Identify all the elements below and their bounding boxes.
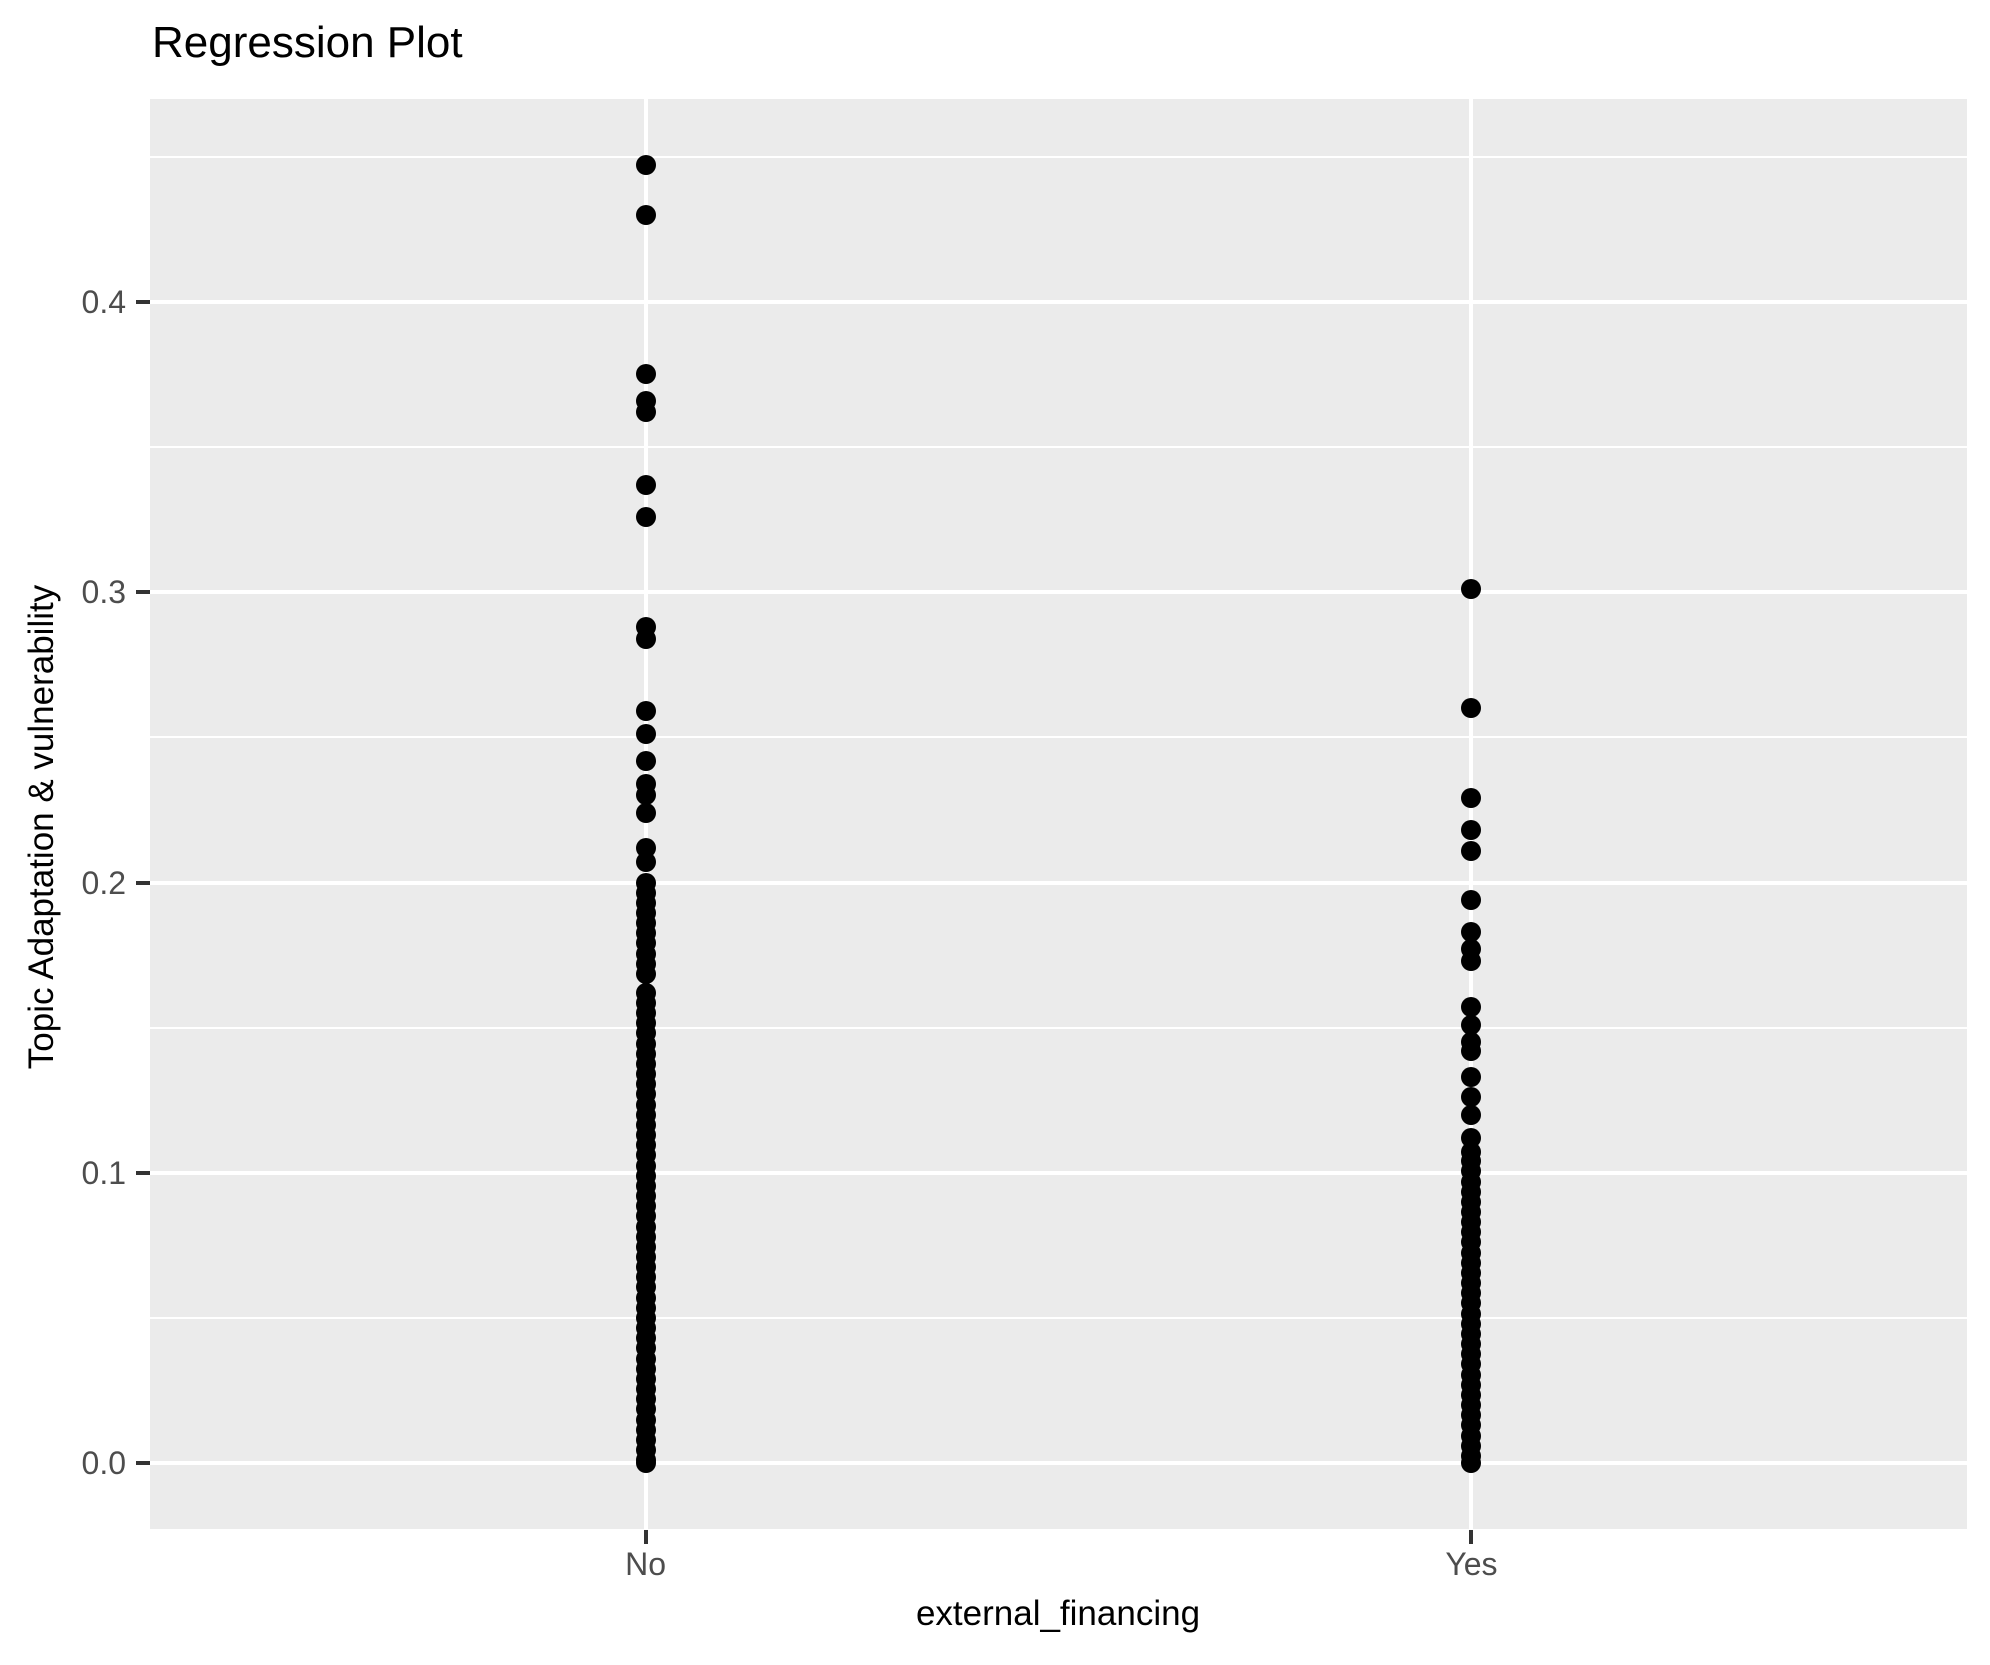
data-point (635, 750, 656, 771)
x-tick-mark (643, 1530, 648, 1544)
data-point (635, 204, 656, 225)
data-point (635, 364, 656, 385)
data-point (1461, 820, 1482, 841)
data-point (635, 785, 656, 806)
x-tick-label: No (625, 1546, 666, 1582)
data-point (1461, 1040, 1482, 1061)
gridline-minor (150, 736, 1967, 739)
data-point (635, 802, 656, 823)
y-tick-mark (136, 299, 150, 304)
gridline-major (150, 1461, 1967, 1466)
data-point (635, 402, 656, 423)
y-tick-label: 0.3 (81, 574, 126, 611)
y-tick-label: 0.0 (81, 1445, 126, 1482)
category-gridline (1469, 99, 1474, 1529)
chart-title: Regression Plot (152, 18, 463, 67)
data-point (1461, 889, 1482, 910)
plot-panel (150, 99, 1967, 1529)
data-point (635, 155, 656, 176)
data-point (1461, 698, 1482, 719)
data-point (1461, 788, 1482, 809)
x-axis-title: external_financing (915, 1594, 1201, 1633)
x-tick-label: Yes (1445, 1546, 1498, 1582)
y-tick-mark (136, 880, 150, 885)
gridline-minor (150, 1316, 1967, 1319)
data-point (1461, 1067, 1482, 1087)
gridline-major (150, 880, 1967, 885)
data-point (1461, 840, 1482, 861)
y-tick-label: 0.2 (81, 864, 126, 901)
data-point (635, 506, 656, 527)
y-tick-mark (136, 590, 150, 595)
data-point (635, 474, 656, 495)
data-point (1461, 1453, 1482, 1474)
gridline-minor (150, 155, 1967, 158)
gridline-major (150, 1170, 1967, 1175)
data-point (1461, 1014, 1482, 1035)
x-tick-mark (1469, 1530, 1474, 1544)
data-point (1461, 921, 1482, 942)
data-point (635, 963, 656, 984)
data-point (635, 852, 656, 873)
data-point (635, 628, 656, 649)
data-point (635, 724, 656, 745)
y-axis-title: Topic Adaptation & vulnerability (22, 584, 61, 1070)
data-point (1461, 1087, 1482, 1108)
gridline-major (150, 590, 1967, 595)
data-point (635, 701, 656, 722)
data-point (1461, 950, 1482, 971)
y-tick-mark (136, 1170, 150, 1175)
gridline-minor (150, 446, 1967, 449)
data-point (635, 1453, 656, 1474)
gridline-major (150, 299, 1967, 304)
gridline-minor (150, 1026, 1967, 1029)
y-tick-mark (136, 1461, 150, 1466)
y-tick-label: 0.1 (81, 1154, 126, 1191)
data-point (1461, 1104, 1482, 1125)
data-point (1461, 579, 1482, 600)
y-tick-label: 0.4 (81, 283, 126, 320)
data-point (1461, 997, 1482, 1018)
